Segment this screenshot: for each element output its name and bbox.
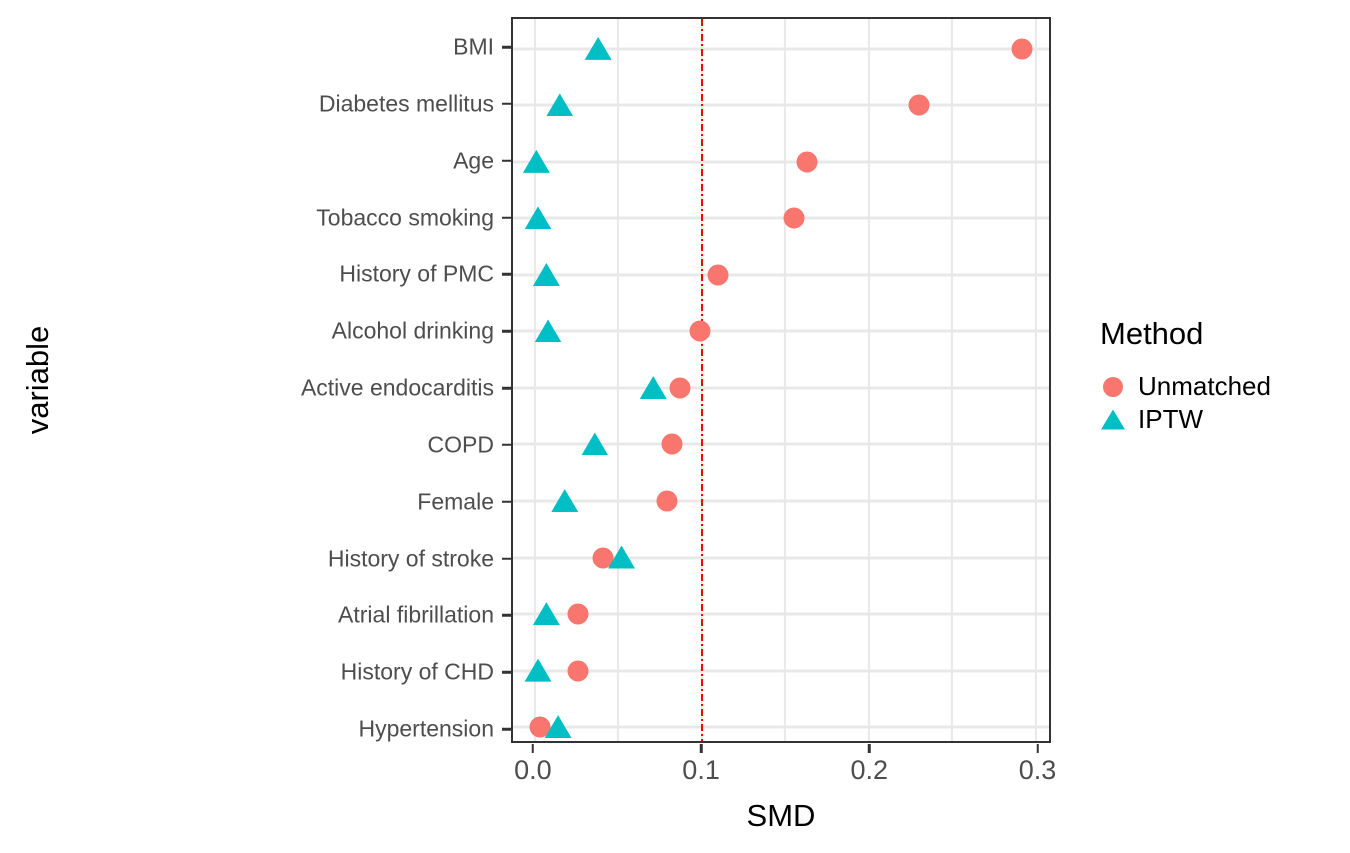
legend-swatch bbox=[1103, 376, 1123, 397]
legend-title: Method bbox=[1100, 316, 1204, 351]
y-tick bbox=[502, 727, 511, 731]
gridline-row bbox=[513, 329, 1049, 333]
legend-swatch bbox=[1101, 409, 1125, 430]
point-unmatched-diabetes-mellitus bbox=[908, 94, 930, 116]
gridline-x-0.30 bbox=[1034, 19, 1037, 741]
point-unmatched-history-of-stroke bbox=[592, 547, 614, 569]
legend-label-unmatched: Unmatched bbox=[1138, 371, 1271, 401]
y-axis-title: variable bbox=[20, 325, 55, 435]
y-label-active-endocarditis: Active endocarditis bbox=[300, 374, 494, 401]
gridline-row bbox=[513, 556, 1049, 560]
smd-threshold-line bbox=[700, 19, 703, 741]
point-unmatched-atrial-fibrillation bbox=[567, 603, 589, 625]
x-tick-label-0.2: 0.2 bbox=[850, 755, 889, 785]
legend: Method Unmatched IPTW bbox=[1100, 316, 1271, 436]
y-label-alcohol-drinking: Alcohol drinking bbox=[331, 317, 494, 344]
gridline-x-0.15 bbox=[784, 19, 787, 741]
y-label-history-of-stroke: History of stroke bbox=[327, 545, 494, 571]
y-tick bbox=[502, 386, 511, 390]
legend-item-unmatched: Unmatched bbox=[1100, 370, 1271, 403]
y-tick bbox=[502, 102, 511, 106]
y-label-history-of-pmc: History of PMC bbox=[339, 260, 494, 287]
legend-label-iptw: IPTW bbox=[1138, 404, 1203, 434]
gridline-x-0.25 bbox=[951, 19, 954, 741]
y-label-bmi: BMI bbox=[453, 33, 494, 60]
y-label-tobacco-smoking: Tobacco smoking bbox=[316, 204, 494, 230]
gridline-x-0.20 bbox=[867, 19, 870, 741]
y-label-female: Female bbox=[417, 488, 494, 515]
y-tick bbox=[502, 500, 511, 503]
y-tick bbox=[502, 216, 511, 219]
x-axis-title: SMD bbox=[746, 798, 816, 833]
legend-items: Unmatched IPTW bbox=[1100, 370, 1271, 436]
point-unmatched-history-of-pmc bbox=[707, 264, 729, 286]
x-tick bbox=[531, 744, 535, 753]
x-tick bbox=[868, 744, 871, 753]
y-tick bbox=[502, 329, 511, 333]
y-label-hypertension: Hypertension bbox=[358, 715, 494, 742]
x-tick-label-0.0: 0.0 bbox=[514, 755, 552, 785]
y-label-atrial-fibrillation: Atrial fibrillation bbox=[338, 601, 494, 628]
gridline-row bbox=[513, 442, 1049, 446]
point-unmatched-copd bbox=[661, 433, 683, 455]
point-unmatched-alcohol-drinking bbox=[689, 320, 711, 342]
gridline-row bbox=[513, 725, 1049, 729]
triangle-marker-icon bbox=[1100, 409, 1126, 430]
gridline-row bbox=[513, 669, 1049, 673]
gridline-row bbox=[513, 103, 1049, 107]
y-label-diabetes-mellitus: Diabetes mellitus bbox=[318, 90, 494, 117]
y-tick bbox=[502, 45, 511, 49]
x-tick-label-0.1: 0.1 bbox=[682, 755, 720, 785]
point-unmatched-female bbox=[656, 490, 678, 512]
y-tick bbox=[502, 273, 511, 276]
point-unmatched-age bbox=[796, 151, 818, 173]
gridline-row bbox=[513, 499, 1049, 503]
gridline-row bbox=[513, 386, 1049, 390]
point-unmatched-active-endocarditis bbox=[669, 377, 691, 399]
gridline-x-0.05 bbox=[617, 19, 620, 741]
gridline-x-0.00 bbox=[533, 19, 536, 741]
point-unmatched-history-of-chd bbox=[567, 660, 589, 682]
point-unmatched-tobacco-smoking bbox=[783, 207, 805, 229]
y-tick bbox=[502, 614, 511, 617]
gridline-row bbox=[513, 273, 1049, 277]
point-unmatched-hypertension bbox=[529, 716, 551, 738]
y-tick bbox=[502, 670, 511, 674]
circle-marker-icon bbox=[1100, 376, 1126, 397]
y-tick bbox=[502, 159, 511, 162]
x-tick bbox=[1036, 744, 1039, 753]
gridline-row bbox=[513, 216, 1049, 220]
y-tick bbox=[502, 557, 511, 560]
y-label-age: Age bbox=[453, 147, 494, 174]
y-tick bbox=[502, 443, 511, 447]
gridline-row bbox=[513, 160, 1049, 164]
x-tick bbox=[699, 744, 703, 753]
legend-item-iptw: IPTW bbox=[1100, 403, 1271, 436]
plot-panel bbox=[511, 17, 1051, 743]
y-label-history-of-chd: History of CHD bbox=[340, 658, 494, 685]
gridline-row bbox=[513, 612, 1049, 616]
gridline-row bbox=[513, 47, 1049, 51]
point-unmatched-bmi bbox=[1011, 38, 1033, 60]
x-tick-label-0.3: 0.3 bbox=[1018, 755, 1057, 785]
y-label-copd: COPD bbox=[427, 431, 494, 458]
